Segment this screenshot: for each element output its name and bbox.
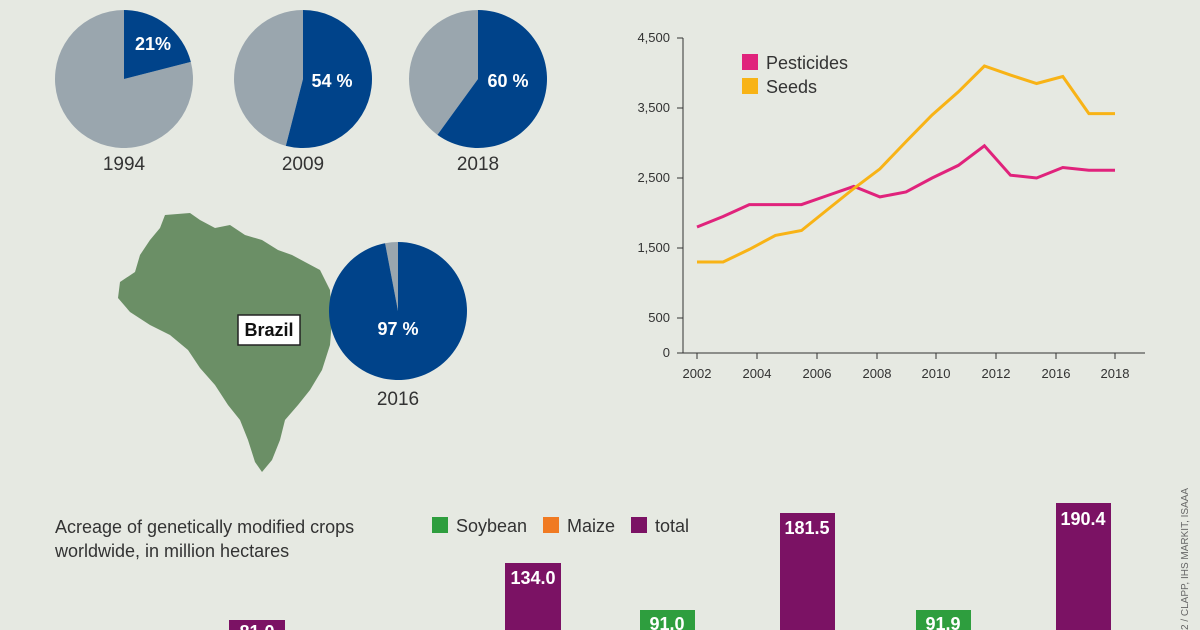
y-tick-label: 0 — [663, 345, 670, 360]
legend-total-swatch — [631, 517, 647, 533]
bar — [916, 610, 971, 630]
legend-soybean-swatch — [432, 517, 448, 533]
source-credit: 2 / CLAPP, IHS MARKIT, ISAAA — [1180, 488, 1191, 630]
y-ticks: 4,500 3,500 2,500 1,500 500 0 — [637, 30, 683, 360]
pie-1994-main-slice — [124, 10, 191, 79]
bar — [505, 563, 561, 630]
brazil-map — [118, 213, 332, 472]
legend-soybean-label: Soybean — [456, 516, 527, 536]
brazil-label: Brazil — [244, 320, 293, 340]
bar-chart-title-line1: Acreage of genetically modified crops — [55, 517, 354, 537]
x-tick-label: 2010 — [922, 366, 951, 381]
pie-brazil-label: 97 % — [377, 319, 418, 339]
x-tick-label: 2006 — [803, 366, 832, 381]
x-tick-label: 2016 — [1042, 366, 1071, 381]
pie-2018-main-slice — [437, 10, 548, 148]
y-tick-label: 4,500 — [637, 30, 670, 45]
legend-seeds-swatch — [742, 78, 758, 94]
bar-chart-title-line2: worldwide, in million hectares — [54, 541, 289, 561]
pie-2009: 54 % 2009 — [234, 10, 373, 175]
x-ticks: 2002 2004 2006 2008 2010 2012 2016 2018 — [683, 353, 1130, 381]
bar — [640, 610, 695, 630]
x-tick-label: 2018 — [1101, 366, 1130, 381]
pie-brazil-2016: 97 % 2016 — [328, 242, 467, 410]
bar-total-2: 134.0 — [505, 563, 561, 630]
y-tick-label: 1,500 — [637, 240, 670, 255]
bar-value-label: 91.0 — [649, 614, 684, 630]
legend-pesticides-label: Pesticides — [766, 53, 848, 73]
bar-total-3: 181.5 — [780, 513, 835, 630]
bar — [1056, 503, 1111, 630]
bar-soybean-1: 91.0 — [640, 610, 695, 630]
bar-value-label: 81.0 — [239, 622, 274, 630]
legend-pesticides-swatch — [742, 54, 758, 70]
pie-brazil-year: 2016 — [377, 389, 419, 410]
brazil-label-box — [237, 314, 301, 346]
x-tick-label: 2012 — [982, 366, 1011, 381]
bar-total-4: 190.4 — [1056, 503, 1111, 630]
pie-2009-label: 54 % — [311, 71, 352, 91]
y-tick-label: 2,500 — [637, 170, 670, 185]
pie-1994: 21% 1994 — [54, 9, 193, 175]
pie-1994-rest — [54, 9, 193, 148]
pie-2018: 60 % 2018 — [409, 10, 548, 175]
bar-soybean-2: 91.9 — [916, 610, 971, 630]
legend-total-label: total — [655, 516, 689, 536]
x-tick-label: 2004 — [743, 366, 772, 381]
y-tick-label: 500 — [648, 310, 670, 325]
pie-brazil-main-slice — [328, 242, 467, 380]
y-tick-label: 3,500 — [637, 100, 670, 115]
bar-value-label: 190.4 — [1060, 509, 1105, 529]
pie-2009-main-slice — [285, 10, 373, 148]
seeds-line — [697, 64, 1115, 264]
bar-value-label: 181.5 — [784, 518, 829, 538]
x-tick-label: 2008 — [863, 366, 892, 381]
pie-2009-rest — [234, 10, 303, 146]
pesticides-line — [696, 143, 1115, 229]
pie-1994-label: 21% — [135, 34, 171, 54]
pie-2018-rest — [409, 10, 478, 135]
bar-value-label: 91.9 — [925, 614, 960, 630]
pie-1994-year: 1994 — [103, 154, 146, 175]
bar-total-1: 81.0 — [229, 620, 285, 630]
legend-maize-swatch — [543, 517, 559, 533]
pie-2018-label: 60 % — [487, 71, 528, 91]
pie-2018-year: 2018 — [457, 154, 499, 175]
bar — [780, 513, 835, 630]
pie-brazil-rest — [385, 242, 398, 311]
bar — [229, 620, 285, 630]
pie-2009-year: 2009 — [282, 154, 324, 175]
x-tick-label: 2002 — [683, 366, 712, 381]
legend-maize-label: Maize — [567, 516, 615, 536]
bar-value-label: 134.0 — [510, 568, 555, 588]
legend-seeds-label: Seeds — [766, 77, 817, 97]
